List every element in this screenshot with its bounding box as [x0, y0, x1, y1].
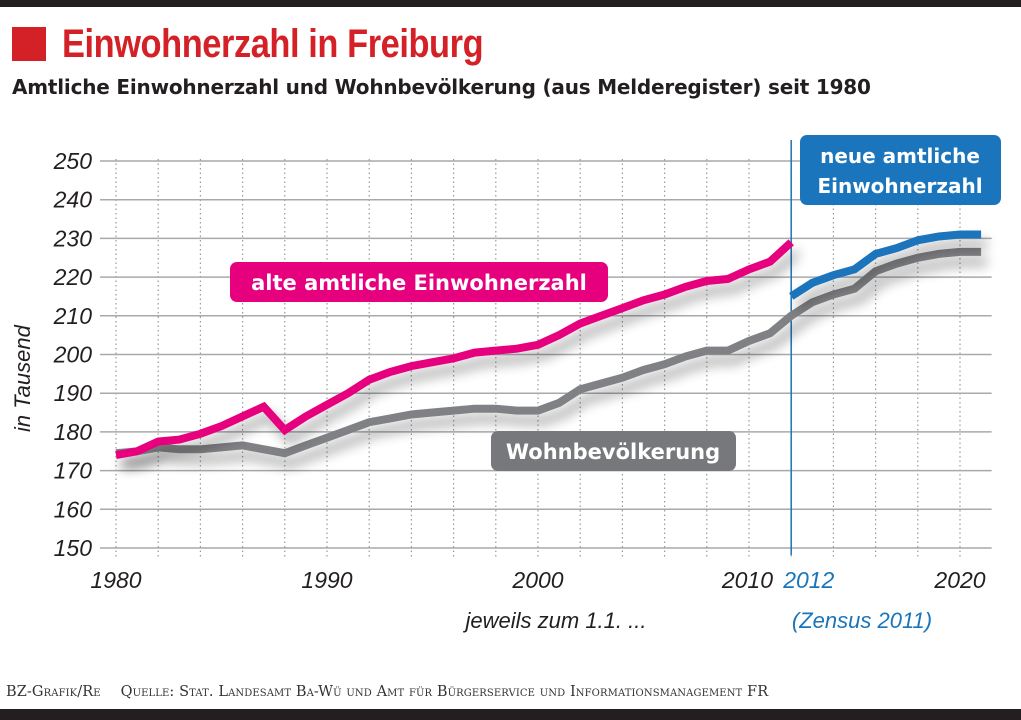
- x-tick-label: 2020: [933, 567, 985, 593]
- y-tick-label: 180: [54, 419, 93, 445]
- y-tick-label: 240: [53, 187, 93, 213]
- y-tick-label: 200: [53, 342, 93, 368]
- x-tick-labels: 1980 1990 2000 2010 2012 2020: [90, 567, 985, 593]
- source-text: Quelle: Stat. Landesamt Ba-Wü und Amt fü…: [120, 684, 769, 700]
- top-border: [0, 0, 1021, 7]
- series-line: [115, 239, 794, 460]
- y-tick-label: 170: [54, 458, 93, 484]
- legend-text-wohnbevoelkerung: Wohnbevölkerung: [506, 440, 720, 464]
- chart-title: Einwohnerzahl in Freiburg: [62, 21, 484, 66]
- series-lines: [115, 230, 982, 460]
- legend-label-alte: alte amtliche Einwohnerzahl: [230, 262, 608, 302]
- x-tick-label: 1980: [90, 567, 141, 593]
- x-tick-label: 2000: [511, 567, 563, 593]
- census-label: (Zensus 2011): [792, 608, 932, 633]
- legend-label-neue: neue amtliche Einwohnerzahl: [800, 135, 1001, 205]
- x-tick-label: 2010: [721, 567, 773, 593]
- chart-subtitle: Amtliche Einwohnerzahl und Wohnbevölkeru…: [12, 75, 871, 99]
- y-tick-label: 160: [54, 496, 93, 522]
- x-tick-label: 2012: [782, 567, 834, 593]
- legend-text-neue-line1: neue amtliche: [820, 144, 980, 168]
- y-tick-label: 220: [53, 264, 93, 290]
- series-line: [789, 230, 982, 300]
- header: Einwohnerzahl in Freiburg: [12, 22, 552, 66]
- title-square-icon: [12, 27, 46, 61]
- x-axis-label: jeweils zum 1.1. ...: [463, 608, 647, 633]
- credit-text: BZ-Grafik/Re: [6, 684, 101, 700]
- bottom-border: [0, 709, 1021, 720]
- legend-text-alte: alte amtliche Einwohnerzahl: [251, 271, 587, 295]
- y-tick-labels: 150 160 170 180 190 200 210 220 230 240 250: [53, 148, 93, 561]
- x-tick-label: 1990: [301, 567, 352, 593]
- legend-text-neue-line2: Einwohnerzahl: [817, 174, 982, 198]
- y-tick-label: 250: [53, 148, 93, 174]
- vertical-gridlines: [115, 159, 961, 558]
- footer: BZ-Grafik/Re Quelle: Stat. Landesamt Ba-W…: [6, 684, 788, 700]
- y-axis-label: in Tausend: [10, 324, 35, 432]
- series-line: [115, 247, 982, 458]
- legend-label-wohnbevoelkerung: Wohnbevölkerung: [491, 431, 736, 471]
- y-tick-label: 150: [54, 535, 93, 561]
- y-tick-label: 210: [53, 303, 93, 329]
- y-tick-label: 190: [54, 380, 93, 406]
- horizontal-gridlines: [100, 160, 992, 549]
- y-tick-label: 230: [53, 225, 93, 251]
